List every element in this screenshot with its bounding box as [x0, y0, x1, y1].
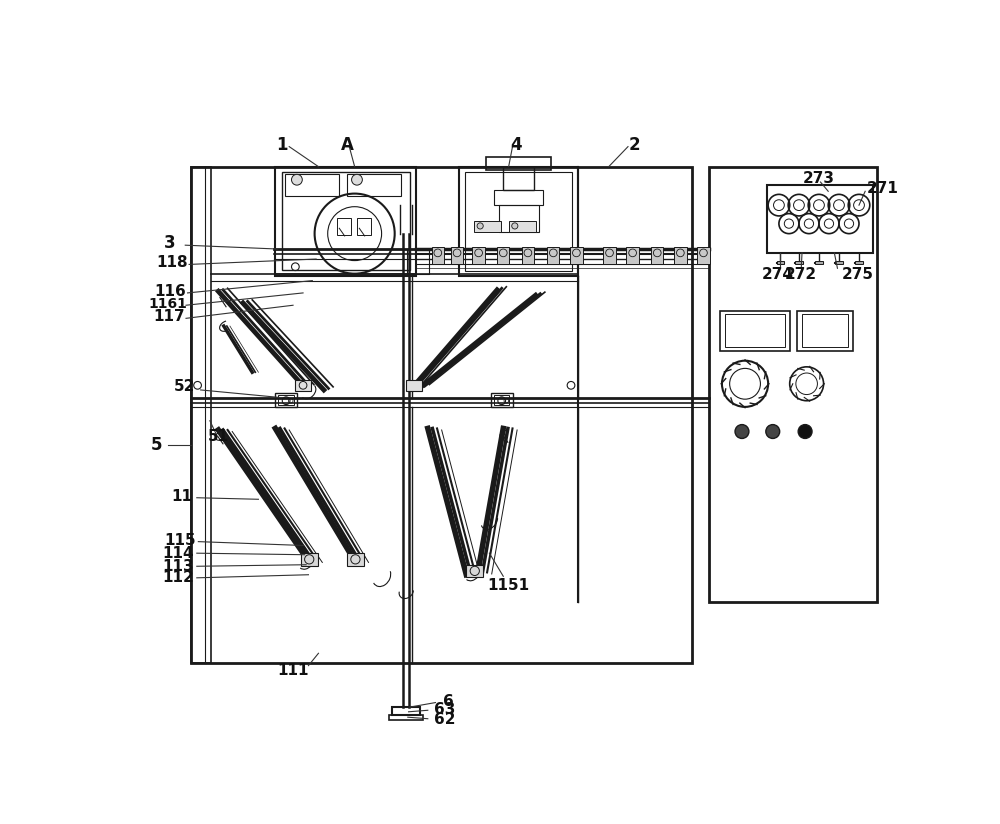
Text: 3: 3 [164, 234, 176, 252]
Text: 111: 111 [277, 662, 309, 677]
Bar [795, 260, 803, 265]
Text: 62: 62 [434, 712, 455, 727]
Bar [709, 166, 877, 602]
Bar [407, 249, 429, 274]
Bar [474, 221, 501, 232]
Circle shape [352, 175, 362, 185]
Text: 115: 115 [164, 532, 196, 548]
Bar [720, 311, 790, 351]
Bar [603, 246, 616, 264]
Bar [459, 166, 578, 276]
Text: 116: 116 [154, 284, 186, 299]
Text: 271: 271 [867, 180, 899, 196]
Bar [797, 311, 853, 351]
Bar [295, 380, 311, 391]
Text: 112: 112 [162, 570, 194, 585]
Bar [451, 246, 463, 264]
Text: 63: 63 [434, 702, 455, 717]
Bar [522, 246, 534, 264]
Bar [855, 260, 863, 265]
Text: 11: 11 [171, 489, 192, 503]
Bar [725, 315, 785, 347]
Bar [486, 157, 551, 171]
Circle shape [292, 175, 302, 185]
Bar [494, 396, 509, 405]
Circle shape [477, 222, 483, 229]
Bar [191, 166, 692, 663]
Bar [697, 246, 710, 264]
Text: 117: 117 [153, 309, 185, 325]
Bar [282, 172, 410, 269]
Bar [835, 260, 843, 265]
Bar [497, 246, 509, 264]
Text: 52: 52 [174, 379, 195, 395]
Text: 5: 5 [151, 437, 163, 454]
Circle shape [798, 424, 812, 438]
Bar [802, 315, 848, 347]
Bar [392, 707, 420, 715]
Circle shape [512, 222, 518, 229]
Text: 2: 2 [628, 136, 640, 154]
Bar [674, 246, 687, 264]
Text: 118: 118 [156, 255, 188, 270]
Text: 4: 4 [511, 136, 522, 154]
Circle shape [735, 424, 749, 438]
Bar [432, 246, 444, 264]
Bar [278, 396, 294, 405]
Bar [389, 715, 423, 719]
Text: 272: 272 [784, 267, 817, 282]
Bar [503, 166, 534, 190]
Text: 1161: 1161 [148, 297, 187, 311]
Text: 275: 275 [842, 267, 874, 282]
Text: 51: 51 [208, 428, 229, 443]
Bar [357, 218, 371, 235]
Bar [491, 393, 512, 407]
Bar [494, 190, 543, 205]
Text: 1151: 1151 [488, 578, 530, 593]
Bar [337, 218, 351, 235]
Text: 6: 6 [443, 694, 454, 709]
Bar [777, 260, 784, 265]
Bar [275, 166, 416, 276]
Bar [466, 564, 483, 577]
Text: 273: 273 [803, 171, 835, 186]
Bar [767, 185, 873, 253]
Bar [275, 393, 297, 407]
Bar [626, 246, 639, 264]
Bar [301, 553, 318, 565]
Bar [570, 246, 583, 264]
Bar [509, 221, 536, 232]
Text: 1: 1 [276, 136, 287, 154]
Bar [815, 260, 823, 265]
Text: A: A [341, 136, 354, 154]
Bar [465, 172, 572, 270]
Bar [472, 246, 485, 264]
Bar [191, 166, 211, 663]
Text: 113: 113 [163, 559, 194, 574]
Bar [499, 205, 539, 232]
Text: 114: 114 [163, 545, 194, 560]
Bar [406, 380, 422, 391]
Circle shape [766, 424, 780, 438]
Bar [651, 246, 663, 264]
Bar [347, 553, 364, 565]
Bar [547, 246, 559, 264]
Text: 274: 274 [762, 267, 794, 282]
Bar [347, 175, 401, 196]
Bar [285, 175, 339, 196]
